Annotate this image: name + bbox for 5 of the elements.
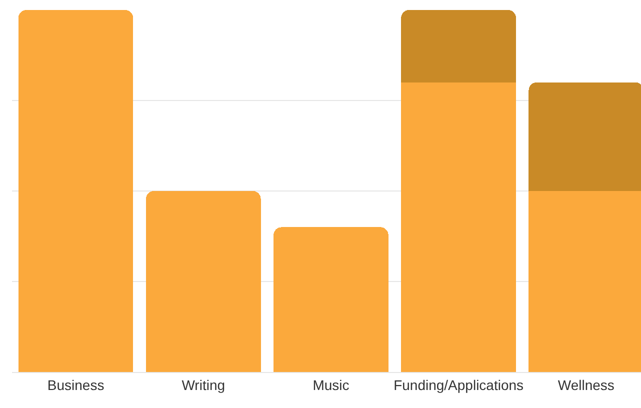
x-tick-label: Music [312, 376, 350, 393]
x-tick-label: Funding/Applications [394, 376, 524, 393]
x-tick-label: Business [47, 376, 104, 393]
x-tick-label: Wellness [558, 376, 614, 393]
x-tick-label: Writing [182, 376, 226, 393]
